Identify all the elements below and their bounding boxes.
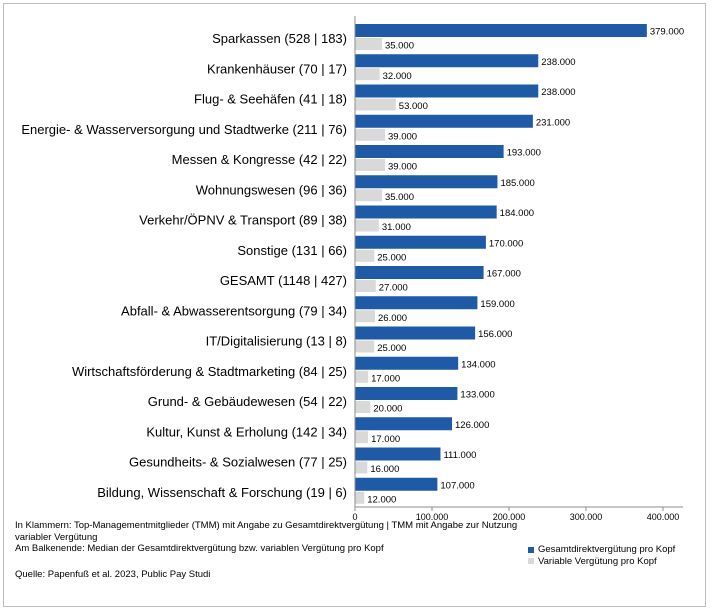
x-tick-label: 400.000 xyxy=(647,512,680,522)
x-tick-label: 0 xyxy=(352,512,357,522)
bar-variable xyxy=(355,310,376,323)
bar-total xyxy=(355,326,476,340)
value-label-variable: 39.000 xyxy=(388,162,417,173)
category-label: Sonstige (131 | 66) xyxy=(237,243,347,258)
source-text: Quelle: Papenfuß et al. 2023, Public Pay… xyxy=(15,569,211,580)
value-label-variable: 12.000 xyxy=(367,494,396,505)
value-label-total: 379.000 xyxy=(650,27,684,38)
category-label: Kultur, Kunst & Erholung (142 | 34) xyxy=(146,424,347,439)
bar-total xyxy=(355,175,498,189)
bar-total xyxy=(355,266,484,279)
legend-swatch-total xyxy=(528,546,534,553)
category-label: Flug- & Seehäfen (41 | 18) xyxy=(194,92,347,107)
value-label-variable: 32.000 xyxy=(383,71,412,82)
value-label-total: 134.000 xyxy=(461,359,495,370)
value-label-variable: 31.000 xyxy=(382,222,411,233)
bar-variable xyxy=(355,401,371,413)
value-label-variable: 25.000 xyxy=(377,252,406,263)
value-label-variable: 17.000 xyxy=(371,434,400,445)
bar-variable xyxy=(355,38,382,50)
value-label-total: 111.000 xyxy=(443,450,476,461)
category-label: Gesundheits- & Sozialwesen (77 | 25) xyxy=(129,455,347,470)
category-label: Energie- & Wasserversorgung und Stadtwer… xyxy=(21,122,347,137)
category-label: Sparkassen (528 | 183) xyxy=(212,31,347,46)
value-label-variable: 53.000 xyxy=(399,101,428,112)
category-label: GESAMT (1148 | 427) xyxy=(220,273,347,288)
value-label-variable: 35.000 xyxy=(385,192,414,203)
bar-total xyxy=(355,387,458,400)
value-label-total: 156.000 xyxy=(478,329,512,340)
legend: Gesamtdirektvergütung pro Kopf Variable … xyxy=(528,544,675,567)
bar-variable xyxy=(355,461,368,474)
x-tick-label: 200.000 xyxy=(493,512,526,522)
value-label-variable: 26.000 xyxy=(378,313,407,324)
bar-total xyxy=(355,54,539,68)
legend-item-variable: Variable Vergütung pro Kopf xyxy=(528,556,675,568)
category-label: IT/Digitalisierung (13 | 8) xyxy=(206,334,347,349)
bar-variable xyxy=(355,219,379,232)
value-label-variable: 35.000 xyxy=(385,41,414,52)
value-label-variable: 25.000 xyxy=(377,343,406,354)
bar-variable xyxy=(355,431,369,444)
value-label-total: 133.000 xyxy=(460,390,494,401)
value-label-variable: 17.000 xyxy=(371,373,400,384)
x-tick-label: 100.000 xyxy=(416,512,449,522)
bar-total xyxy=(355,235,486,249)
value-label-total: 238.000 xyxy=(541,87,575,98)
bar-variable xyxy=(355,128,386,141)
bar-variable xyxy=(355,98,396,111)
value-label-total: 193.000 xyxy=(507,148,541,159)
chart-notes: In Klammern: Top-Managementmitglieder (T… xyxy=(15,520,555,555)
bar-total xyxy=(355,145,504,158)
x-tick-label: 300.000 xyxy=(570,512,603,522)
note-line-1: In Klammern: Top-Managementmitglieder (T… xyxy=(15,520,518,543)
bar-total xyxy=(355,417,453,431)
value-label-total: 185.000 xyxy=(500,178,534,189)
bar-total xyxy=(355,84,539,98)
category-label: Abfall- & Abwasserentsorgung (79 | 34) xyxy=(121,303,347,318)
bar-variable xyxy=(355,340,375,353)
value-label-total: 170.000 xyxy=(489,238,523,249)
bar-variable xyxy=(355,159,386,171)
value-label-total: 167.000 xyxy=(487,269,521,280)
value-label-variable: 16.000 xyxy=(370,464,399,475)
bar-total xyxy=(355,24,647,37)
value-label-variable: 20.000 xyxy=(373,404,402,415)
bar-variable xyxy=(355,68,380,81)
category-label: Wohnungswesen (96 | 36) xyxy=(196,182,347,197)
bar-total xyxy=(355,205,497,219)
value-label-total: 159.000 xyxy=(480,299,514,310)
bar-variable xyxy=(355,189,382,202)
bar-total xyxy=(355,447,441,461)
bar-variable xyxy=(355,280,376,292)
note-line-2: Am Balkenende: Median der Gesamtdirektve… xyxy=(15,543,384,554)
bar-variable xyxy=(355,249,375,262)
value-label-variable: 39.000 xyxy=(388,131,417,142)
bar-variable xyxy=(355,491,365,504)
category-label: Messen & Kongresse (42 | 22) xyxy=(172,152,347,167)
legend-swatch-variable xyxy=(528,558,534,565)
value-label-total: 126.000 xyxy=(455,420,489,431)
category-label: Verkehr/ÖPNV & Transport (89 | 38) xyxy=(139,213,347,228)
value-label-variable: 27.000 xyxy=(379,283,408,294)
value-label-total: 238.000 xyxy=(541,57,575,68)
legend-label-variable: Variable Vergütung pro Kopf xyxy=(538,555,657,567)
bar-total xyxy=(355,114,533,128)
legend-label-total: Gesamtdirektvergütung pro Kopf xyxy=(538,544,676,555)
category-label: Bildung, Wissenschaft & Forschung (19 | … xyxy=(97,485,347,500)
bar-variable xyxy=(355,370,369,383)
legend-item-total: Gesamtdirektvergütung pro Kopf xyxy=(528,544,675,556)
value-label-total: 107.000 xyxy=(440,480,474,491)
category-label: Grund- & Gebäudewesen (54 | 22) xyxy=(148,394,347,409)
value-label-total: 184.000 xyxy=(500,208,534,219)
bar-total xyxy=(355,356,459,370)
value-label-total: 231.000 xyxy=(536,117,570,128)
bar-total xyxy=(355,477,438,491)
bar-total xyxy=(355,296,478,310)
category-label: Wirtschaftsförderung & Stadtmarketing (8… xyxy=(72,364,347,379)
category-label: Krankenhäuser (70 | 17) xyxy=(207,61,347,76)
